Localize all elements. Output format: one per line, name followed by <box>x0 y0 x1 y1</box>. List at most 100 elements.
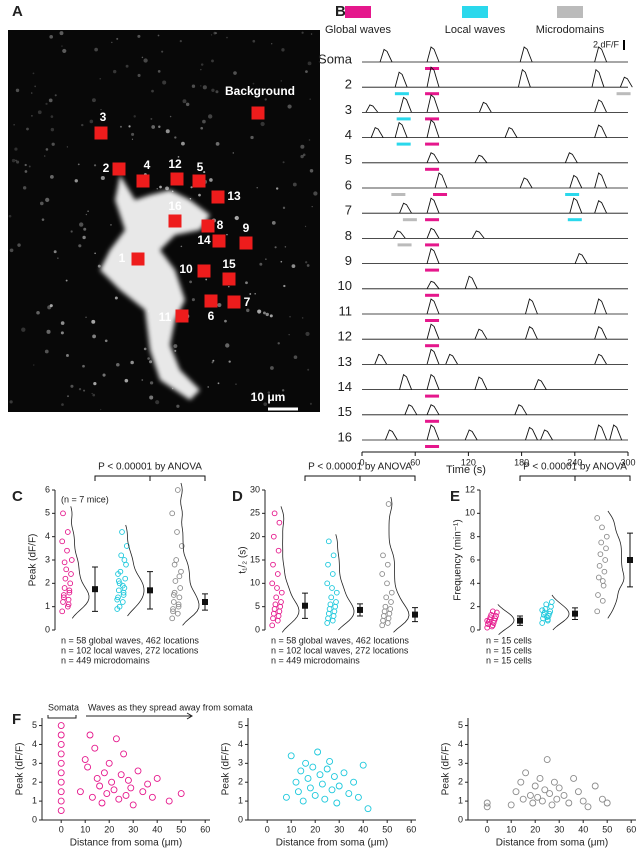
event-marker <box>425 167 440 171</box>
speckle <box>287 104 292 109</box>
data-point <box>488 611 495 618</box>
data-point <box>333 799 341 807</box>
mean-marker <box>627 557 633 563</box>
y-tick-label: 4 <box>470 578 475 588</box>
speckle <box>49 304 53 308</box>
speckle <box>225 343 230 348</box>
data-point <box>61 585 68 591</box>
data-point <box>560 791 568 799</box>
mean-marker <box>572 610 578 617</box>
speckle <box>211 361 214 364</box>
data-point <box>153 774 161 782</box>
speckle <box>66 354 69 357</box>
speckle <box>200 68 202 71</box>
y-tick-label: 5 <box>255 601 260 611</box>
data-point <box>57 740 65 748</box>
roi-square <box>175 309 189 323</box>
speckle <box>114 296 118 300</box>
data-point <box>548 801 556 809</box>
data-point <box>543 756 551 764</box>
data-point <box>380 613 387 619</box>
roi-square <box>227 295 241 309</box>
data-point <box>176 573 183 580</box>
speckle <box>181 141 185 146</box>
trace-peak <box>619 76 633 88</box>
data-point <box>304 774 312 782</box>
data-point <box>66 587 73 594</box>
data-point <box>60 599 66 605</box>
speckle <box>282 206 286 210</box>
x-tick-label: 10 <box>506 824 516 834</box>
data-point <box>329 571 336 577</box>
trace-label: 16 <box>338 429 352 444</box>
speckle <box>111 41 113 44</box>
data-point <box>323 765 331 773</box>
y-tick-label: 2 <box>238 777 243 787</box>
data-point <box>60 594 67 601</box>
roi-square <box>251 106 265 120</box>
mean-marker <box>92 586 98 593</box>
speckle <box>289 315 291 318</box>
speckle <box>93 164 97 167</box>
data-point <box>174 529 180 535</box>
roi-label: 8 <box>217 218 224 232</box>
speckle <box>54 94 57 97</box>
roi-square <box>192 174 206 188</box>
trace-peak <box>564 152 578 164</box>
data-point <box>144 780 152 788</box>
data-point <box>548 603 554 610</box>
data-point <box>122 575 129 582</box>
speckle <box>24 170 28 173</box>
speckle <box>33 364 35 366</box>
legend-label: Local waves <box>445 24 506 36</box>
speckle <box>32 72 35 75</box>
speckle <box>93 382 97 386</box>
data-point <box>269 580 276 587</box>
speckle <box>210 34 213 36</box>
speckle <box>78 244 82 248</box>
event-marker <box>425 319 440 322</box>
series-label: n = 58 global waves, 462 locations <box>61 635 199 645</box>
speckle <box>151 89 154 93</box>
speckle <box>282 161 285 164</box>
data-point <box>170 608 176 615</box>
data-point <box>489 608 496 615</box>
data-point <box>540 615 546 622</box>
trace-peak <box>533 378 547 390</box>
y-axis-label: Frequency (min⁻¹) <box>453 519 464 600</box>
data-point <box>62 575 69 582</box>
speckle <box>304 225 307 228</box>
panel-label: B <box>335 3 346 20</box>
roi-square <box>212 234 226 248</box>
trace-peak <box>434 172 448 189</box>
speckle <box>100 408 102 411</box>
data-point <box>548 599 555 605</box>
y-tick-label: 3 <box>32 758 37 768</box>
speckle <box>70 230 73 233</box>
speckle <box>284 246 287 248</box>
y-tick-label: 5 <box>458 720 463 730</box>
data-point <box>96 782 104 790</box>
speckle <box>15 159 17 162</box>
speckle <box>259 262 263 266</box>
data-point <box>345 790 353 798</box>
data-point <box>176 594 183 601</box>
speckle <box>274 246 277 249</box>
speckle <box>156 188 158 190</box>
speckle <box>245 281 248 285</box>
stat-bracket <box>519 475 631 481</box>
data-point <box>178 543 185 549</box>
x-tick-label: 30 <box>334 824 344 834</box>
speckle <box>165 186 169 191</box>
data-point <box>170 599 177 605</box>
speckle <box>36 310 40 315</box>
event-marker <box>565 193 580 196</box>
data-point <box>326 606 333 612</box>
data-point <box>324 580 331 587</box>
x-tick-label: 20 <box>104 824 114 834</box>
speckle <box>92 334 96 339</box>
speckle <box>131 132 135 136</box>
x-tick-label: 0 <box>265 824 270 834</box>
data-point <box>522 769 530 777</box>
event-marker <box>425 142 440 146</box>
